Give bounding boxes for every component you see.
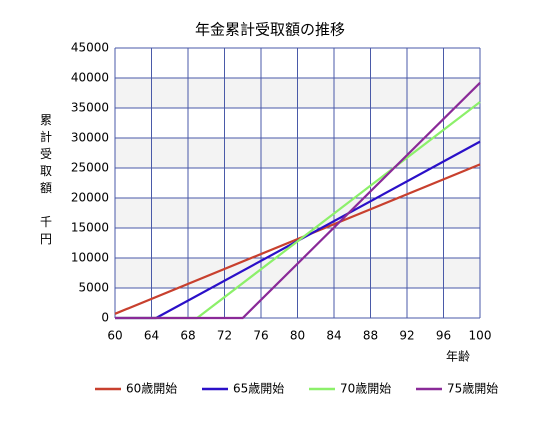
x-tick-label: 68 [180,329,195,343]
legend-label: 75歳開始 [447,382,498,396]
y-tick-label: 40000 [71,71,109,85]
series-line [115,82,481,320]
legend-label: 70歳開始 [340,382,391,396]
y-tick-label: 0 [101,311,109,325]
y-tick-label: 35000 [71,101,109,115]
x-tick-label: 96 [436,329,451,343]
y-tick-label: 15000 [71,221,109,235]
x-tick-label: 100 [469,329,492,343]
x-tick-label: 92 [399,329,414,343]
series-line [114,163,481,315]
legend-label: 65歳開始 [233,382,284,396]
x-tick-label: 76 [253,329,268,343]
x-tick-label: 60 [107,329,122,343]
y-tick-label: 5000 [78,281,109,295]
x-tick-label: 72 [217,329,232,343]
y-axis-label: 累計受取額 千円 [40,113,52,246]
x-tick-label: 80 [290,329,305,343]
y-tick-label: 25000 [71,161,109,175]
y-tick-label: 20000 [71,191,109,205]
x-tick-label: 88 [363,329,378,343]
y-tick-label: 45000 [71,41,109,55]
y-tick-label: 10000 [71,251,109,265]
y-tick-label: 30000 [71,131,109,145]
x-axis-label: 年齢 [446,349,470,364]
x-tick-label: 84 [326,329,341,343]
legend-label: 60歳開始 [126,382,177,396]
chart-title: 年金累計受取額の推移 [195,21,345,39]
x-tick-label: 64 [144,329,159,343]
